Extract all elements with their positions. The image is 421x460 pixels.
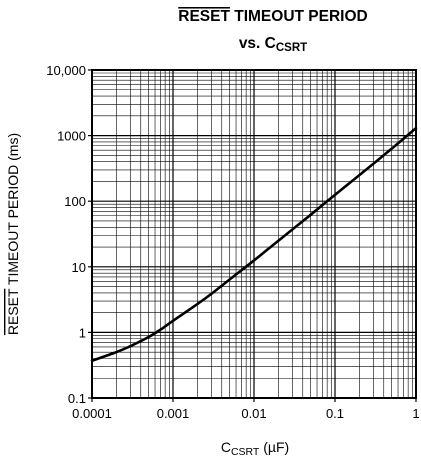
x-tick-label: 0.1	[326, 406, 344, 421]
title-overlined-word: RESET	[178, 8, 230, 25]
axis-ticks	[88, 69, 417, 402]
ylabel-rest: TIMEOUT PERIOD (ms)	[5, 133, 21, 285]
y-tick-label: 1	[79, 325, 86, 340]
chart-title-line1: RESET TIMEOUT PERIOD	[178, 8, 367, 25]
x-tick-label: 0.001	[157, 406, 190, 421]
xlabel-suffix: (µF)	[263, 439, 289, 455]
x-tick-label: 0.01	[241, 406, 266, 421]
x-tick-label: 1	[412, 406, 419, 421]
title-prefix: vs. C	[239, 35, 276, 52]
title-subscript: CSRT	[276, 42, 307, 54]
y-tick-label: 1000	[57, 129, 86, 144]
y-tick-label: 10,000	[46, 63, 86, 78]
grid-minor	[92, 70, 416, 398]
y-tick-label: 0.1	[68, 391, 86, 406]
y-tick-label: 100	[64, 194, 86, 209]
y-tick-label: 10	[72, 260, 86, 275]
x-axis-label: CCSRT (µF)	[221, 439, 289, 458]
y-tick-labels: 0.1 1 10 100 1000 10,000	[46, 63, 86, 406]
xlabel-prefix: C	[221, 439, 231, 455]
xlabel-subscript: CSRT	[231, 446, 260, 458]
title-rest: TIMEOUT PERIOD	[234, 8, 367, 25]
ylabel-overlined-word: RESET	[5, 288, 21, 335]
x-tick-label: 0.0001	[72, 406, 112, 421]
chart-title-line2: vs. CCSRT	[239, 35, 307, 54]
data-line	[90, 126, 418, 363]
x-tick-labels: 0.0001 0.001 0.01 0.1 1	[72, 406, 420, 421]
y-axis-label: RESET TIMEOUT PERIOD (ms)	[5, 133, 21, 335]
